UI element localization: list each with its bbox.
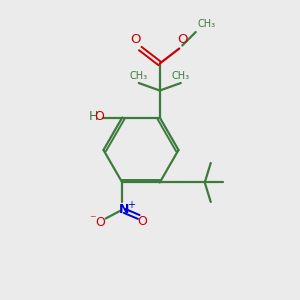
- Text: CH₃: CH₃: [130, 70, 148, 81]
- Text: O: O: [95, 217, 105, 230]
- Text: O: O: [130, 32, 141, 46]
- Text: +: +: [127, 200, 135, 210]
- Text: O: O: [138, 215, 148, 228]
- Text: O: O: [177, 33, 188, 46]
- Text: N: N: [118, 203, 129, 216]
- Text: H: H: [88, 110, 98, 122]
- Text: CH₃: CH₃: [197, 19, 215, 29]
- Text: ⁻: ⁻: [89, 214, 96, 226]
- Text: CH₃: CH₃: [172, 70, 190, 81]
- Text: O: O: [94, 110, 104, 122]
